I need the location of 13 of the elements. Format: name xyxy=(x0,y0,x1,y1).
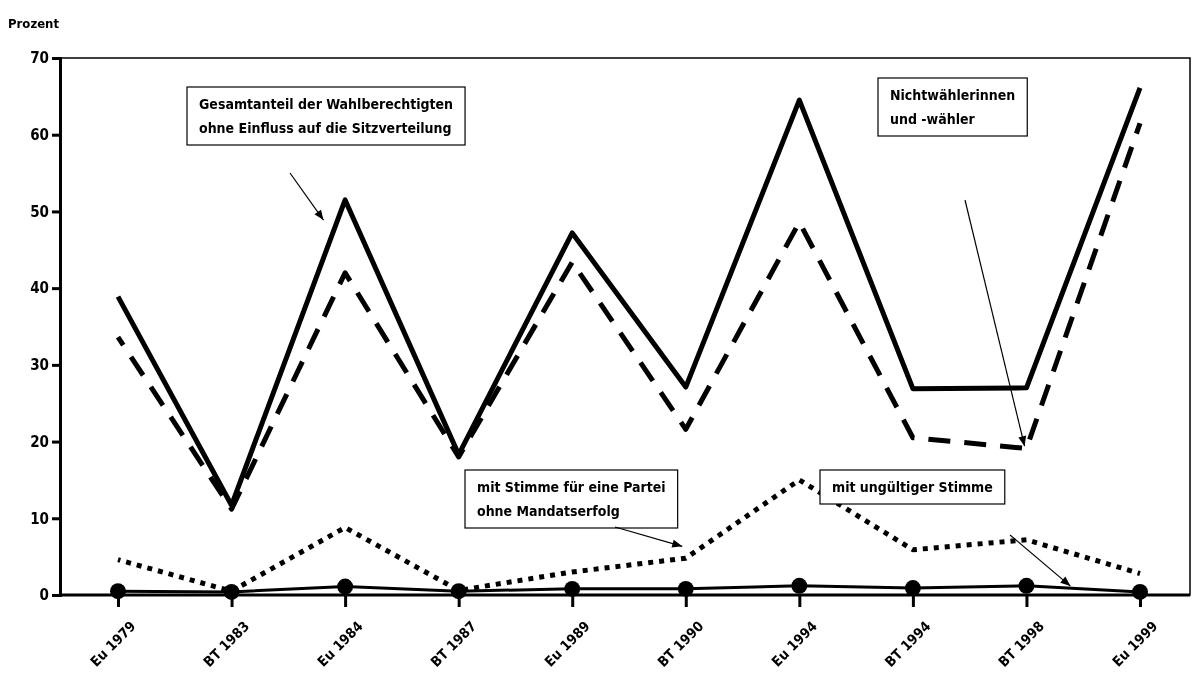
y-tick-label: 50 xyxy=(30,202,49,221)
y-tick-label: 40 xyxy=(30,279,49,298)
y-tick-label: 10 xyxy=(30,509,49,528)
annotation: Gesamtanteil der Wahlberechtigten ohne Einfluss auf die Sitzverteilung xyxy=(199,96,454,136)
y-axis-title: Prozent xyxy=(8,16,60,31)
y-tick-label: 30 xyxy=(30,356,49,375)
y-tick-label: 60 xyxy=(30,126,49,145)
y-tick-label: 20 xyxy=(30,432,49,451)
annotation: mit Stimme für eine Partei ohne Mandatserfolg xyxy=(477,479,666,519)
y-tick-label: 0 xyxy=(39,586,49,605)
annotation: Nichtwählerinnen und -wähler xyxy=(890,87,1016,127)
annotation: mit ungültiger Stimme xyxy=(832,479,993,495)
y-tick-label: 70 xyxy=(30,49,49,68)
